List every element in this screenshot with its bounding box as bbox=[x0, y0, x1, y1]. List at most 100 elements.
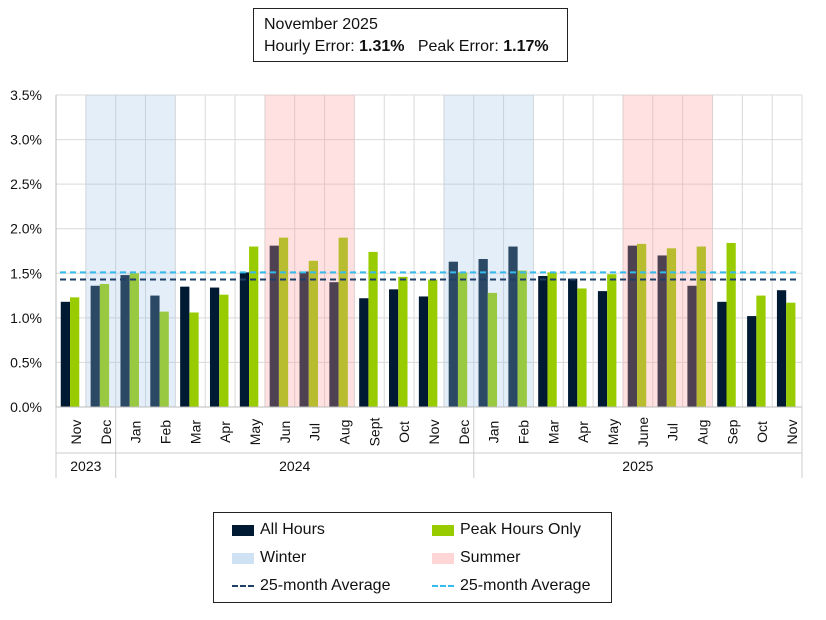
legend-label: All Hours bbox=[260, 521, 325, 538]
legend-label: Peak Hours Only bbox=[460, 521, 581, 538]
peak-bar bbox=[219, 294, 229, 407]
all-hours-bar bbox=[299, 271, 309, 407]
all-hours-bar bbox=[120, 275, 130, 407]
legend-avg-peak: 25-month Average bbox=[432, 575, 590, 597]
all-hours-swatch bbox=[232, 524, 254, 536]
all-hours-bar bbox=[150, 295, 160, 407]
summer-band bbox=[652, 95, 683, 407]
legend-label: Winter bbox=[260, 549, 307, 566]
x-tick-label: Jul bbox=[665, 423, 681, 441]
avg-all-swatch bbox=[232, 585, 254, 587]
peak-bar bbox=[428, 279, 438, 407]
peak-bar bbox=[786, 302, 796, 407]
x-tick-label: Dec bbox=[98, 420, 114, 445]
peak-bar bbox=[726, 242, 736, 407]
all-hours-bar bbox=[747, 316, 757, 407]
x-tick-label: Jul bbox=[307, 423, 323, 441]
y-tick-label: 0.0% bbox=[10, 399, 42, 415]
y-tick-label: 3.0% bbox=[10, 132, 42, 148]
legend-peak: Peak Hours Only bbox=[432, 519, 581, 541]
summer-band bbox=[264, 95, 295, 407]
all-hours-bar bbox=[627, 245, 637, 407]
peak-swatch bbox=[432, 524, 454, 536]
all-hours-bar bbox=[538, 275, 548, 407]
year-label: 2024 bbox=[279, 458, 310, 474]
all-hours-bar bbox=[239, 272, 250, 407]
x-tick-label: Feb bbox=[516, 420, 532, 444]
year-label: 2023 bbox=[70, 458, 101, 474]
bar-chart: 0.0% 0.5% 1.0% 1.5% 2.0% 2.5% 3.0% 3.5% Nov Dec Ja… bbox=[10, 87, 803, 478]
legend-label: Summer bbox=[460, 549, 521, 566]
summer-band bbox=[324, 95, 355, 407]
all-hours-bar bbox=[269, 245, 279, 407]
legend-avg-all: 25-month Average bbox=[232, 575, 390, 597]
all-hours-bar bbox=[180, 286, 190, 407]
period-label: November 2025 bbox=[264, 16, 378, 33]
x-tick-label: May bbox=[605, 419, 621, 445]
x-tick-label: Sep bbox=[724, 419, 740, 444]
peak-bar bbox=[249, 246, 259, 407]
x-tick-label: Oct bbox=[396, 421, 412, 443]
x-tick-label: Feb bbox=[157, 420, 173, 444]
peak-bar bbox=[666, 248, 677, 407]
summer-band bbox=[682, 95, 713, 407]
x-tick-label: Nov bbox=[784, 420, 800, 445]
all-hours-bar bbox=[448, 261, 458, 407]
peak-bar bbox=[577, 288, 587, 407]
winter-swatch bbox=[232, 552, 254, 564]
all-hours-bar bbox=[60, 301, 71, 407]
all-hours-bar bbox=[209, 287, 220, 407]
all-hours-bar bbox=[90, 285, 100, 407]
x-tick-label: Mar bbox=[545, 420, 561, 444]
y-tick-label: 0.5% bbox=[10, 354, 42, 370]
summer-swatch bbox=[432, 552, 454, 564]
x-tick-label: Jan bbox=[486, 421, 502, 444]
y-tick-label: 3.5% bbox=[10, 87, 42, 103]
x-tick-label: Nov bbox=[68, 420, 84, 445]
all-hours-bar bbox=[389, 289, 399, 407]
x-tick-label: Sept bbox=[366, 417, 382, 446]
x-tick-label: Aug bbox=[695, 420, 711, 445]
all-hours-bar bbox=[359, 298, 369, 407]
x-tick-label: Aug bbox=[336, 420, 352, 445]
peak-bar bbox=[159, 311, 169, 407]
peak-bar bbox=[756, 295, 766, 407]
peak-bar bbox=[338, 237, 348, 407]
all-hours-bar bbox=[478, 259, 488, 407]
all-hours-bar bbox=[568, 278, 578, 407]
legend-winter: Winter bbox=[232, 547, 306, 569]
winter-band bbox=[85, 95, 116, 407]
winter-band bbox=[503, 95, 534, 407]
peak-bar bbox=[129, 273, 139, 407]
all-hours-bar bbox=[657, 255, 667, 407]
legend-label: 25-month Average bbox=[460, 577, 591, 594]
summer-band bbox=[294, 95, 325, 407]
error-line: Hourly Error: 1.31% Peak Error: 1.17% bbox=[264, 36, 557, 58]
x-tick-label: Nov bbox=[426, 420, 442, 445]
x-tick-label: Apr bbox=[217, 421, 233, 443]
peak-bar bbox=[547, 272, 557, 407]
x-tick-label: Dec bbox=[456, 420, 472, 445]
legend: All Hours Peak Hours Only Winter Summer … bbox=[213, 512, 612, 603]
peak-error-value: 1.17% bbox=[503, 38, 549, 55]
x-tick-label: Mar bbox=[187, 420, 203, 444]
peak-bar bbox=[607, 274, 617, 407]
peak-bar bbox=[517, 270, 527, 407]
peak-bar bbox=[278, 237, 289, 407]
winter-band bbox=[115, 95, 146, 407]
summary-box: November 2025 Hourly Error: 1.31% Peak E… bbox=[253, 8, 568, 62]
summer-band bbox=[622, 95, 653, 407]
y-tick-label: 2.0% bbox=[10, 221, 42, 237]
all-hours-bar bbox=[597, 291, 608, 407]
all-hours-bar bbox=[508, 246, 518, 407]
peak-bar bbox=[189, 312, 199, 407]
x-tick-label: Jan bbox=[128, 421, 144, 444]
x-tick-label: June bbox=[635, 417, 651, 448]
y-tick-label: 2.5% bbox=[10, 176, 42, 192]
y-tick-label: 1.0% bbox=[10, 310, 42, 326]
winter-band bbox=[443, 95, 474, 407]
hourly-error-value: 1.31% bbox=[359, 38, 405, 55]
hourly-error-label: Hourly Error: bbox=[264, 38, 355, 55]
all-hours-bar bbox=[329, 282, 339, 407]
